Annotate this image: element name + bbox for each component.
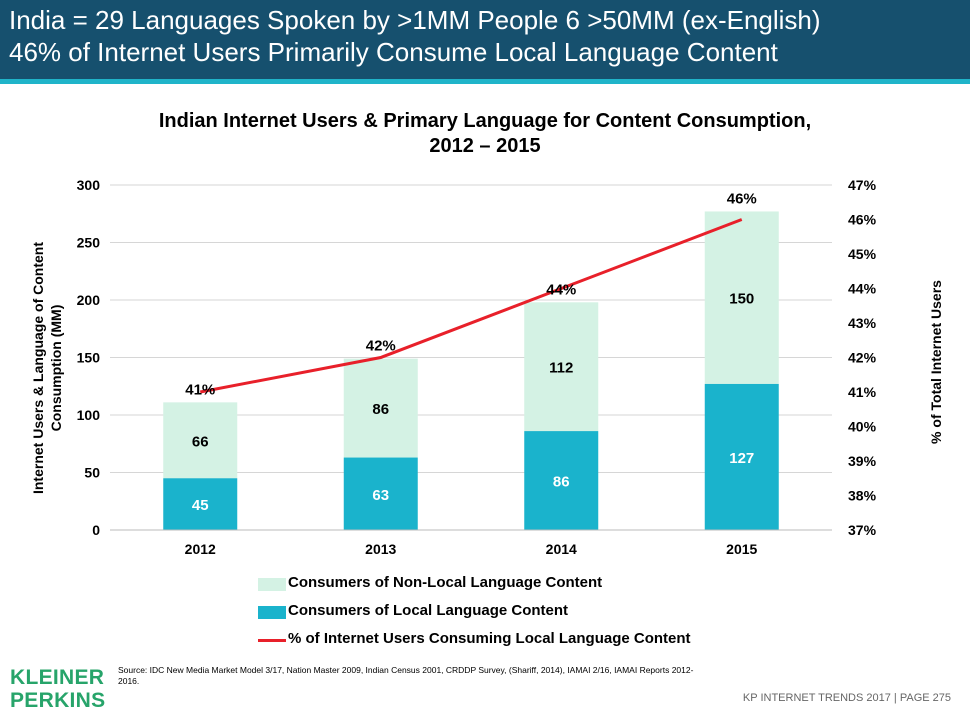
slide-header: India = 29 Languages Spoken by >1MM Peop…	[0, 0, 970, 79]
y-axis-title-line-2: Consumption (MM)	[48, 305, 64, 432]
percent-label: 41%	[185, 381, 215, 398]
bar-non-local	[163, 402, 238, 479]
data-label-non-local: 86	[372, 401, 389, 418]
page-footer: KP INTERNET TRENDS 2017 | PAGE 275	[742, 692, 951, 704]
y-tick-label: 250	[77, 235, 101, 251]
y-tick-label: 200	[77, 292, 101, 308]
legend-swatch-non-local	[258, 578, 286, 591]
y2-tick-label: 39%	[848, 453, 877, 469]
chart-title-line-1: Indian Internet Users & Primary Language…	[158, 110, 812, 132]
percent-label: 42%	[366, 338, 396, 355]
legend-swatch-local	[258, 606, 286, 619]
data-label-non-local: 112	[549, 360, 573, 377]
y-tick-label: 0	[92, 522, 100, 538]
y2-tick-label: 42%	[848, 350, 877, 366]
data-label-local: 127	[729, 450, 754, 467]
logo-line-2: PERKINS	[10, 689, 106, 712]
y-tick-label: 50	[84, 465, 100, 481]
legend-label-local: Consumers of Local Language Content	[288, 602, 569, 619]
bar-non-local	[524, 302, 599, 432]
percent-label: 44%	[546, 281, 576, 298]
y-tick-label: 300	[77, 177, 101, 193]
header-divider	[0, 79, 970, 84]
y2-tick-label: 37%	[848, 522, 877, 538]
percent-line	[199, 218, 743, 394]
x-tick-label: 2015	[726, 541, 757, 557]
bar-local	[343, 457, 418, 530]
data-label-local: 45	[192, 497, 209, 514]
y2-tick-label: 41%	[848, 384, 877, 400]
data-label-non-local: 150	[729, 291, 754, 308]
data-label-non-local: 66	[192, 433, 209, 450]
bar-non-local	[343, 358, 418, 458]
data-label-local: 63	[372, 487, 389, 504]
y2-axis-title: % of Total Internet Users	[928, 280, 944, 444]
x-tick-label: 2012	[185, 541, 216, 557]
bar-local	[524, 431, 599, 530]
data-label-local: 86	[553, 474, 570, 491]
y-tick-label: 150	[77, 350, 101, 366]
percent-label: 46%	[727, 190, 757, 207]
bar-non-local	[704, 211, 779, 384]
y2-tick-label: 46%	[848, 212, 877, 228]
y2-tick-label: 40%	[848, 419, 877, 435]
y-axis-title-line-1: Internet Users & Language of Content	[30, 242, 46, 494]
y2-tick-label: 43%	[848, 315, 877, 331]
source-note: Source: IDC New Media Market Model 3/17,…	[118, 665, 694, 686]
x-tick-label: 2014	[546, 541, 577, 557]
x-tick-label: 2013	[365, 541, 396, 557]
header-line-2: 46% of Internet Users Primarily Consume …	[9, 37, 778, 67]
legend-line-percent	[258, 639, 286, 642]
y2-tick-label: 44%	[848, 281, 877, 297]
legend-label-non-local: Consumers of Non-Local Language Content	[288, 574, 603, 591]
bar-local	[163, 478, 238, 530]
y2-tick-label: 38%	[848, 488, 877, 504]
y-tick-label: 100	[77, 407, 101, 423]
chart-title: Indian Internet Users & Primary Language…	[0, 109, 970, 159]
bar-local	[704, 383, 779, 530]
header-line-1: India = 29 Languages Spoken by >1MM Peop…	[9, 5, 821, 35]
logo-line-1: KLEINER	[10, 666, 105, 689]
chart-title-line-2: 2012 – 2015	[429, 135, 541, 157]
y2-tick-label: 47%	[848, 177, 877, 193]
legend-label-percent: % of Internet Users Consuming Local Lang…	[288, 630, 691, 647]
y2-tick-label: 45%	[848, 246, 877, 262]
